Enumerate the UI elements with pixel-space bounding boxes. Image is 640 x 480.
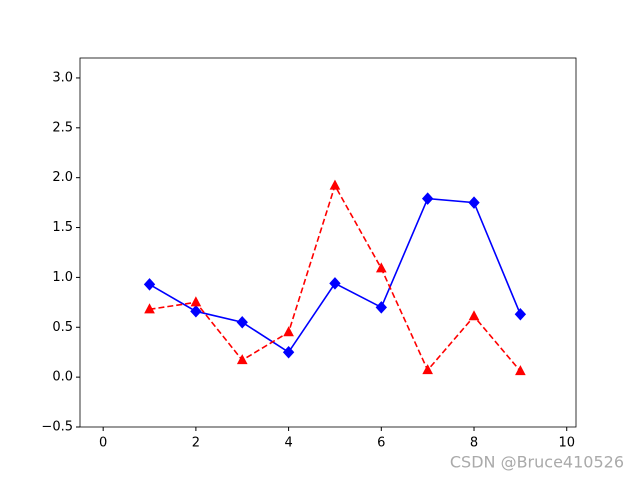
point — [283, 326, 294, 337]
point — [190, 296, 202, 307]
x-tick-label: 4 — [284, 436, 292, 451]
y-tick-label: 1.0 — [52, 270, 73, 285]
series-line — [149, 197, 522, 354]
point — [143, 278, 156, 291]
x-tick-label: 0 — [99, 436, 107, 451]
y-tick-label: 2.5 — [52, 120, 73, 135]
point — [282, 345, 295, 359]
x-tick-label: 2 — [192, 436, 200, 451]
y-tick-label: −0.5 — [41, 420, 73, 435]
y-tick-label: 2.0 — [52, 170, 73, 185]
x-tick-label: 8 — [470, 436, 478, 451]
point — [468, 196, 480, 209]
point — [236, 316, 248, 329]
point — [329, 179, 341, 190]
watermark: CSDN @Bruce410526 — [450, 453, 624, 472]
x-tick-label: 10 — [558, 436, 575, 451]
point — [422, 364, 433, 375]
y-tick-label: 1.5 — [52, 220, 73, 235]
y-tick-label: 0.5 — [52, 320, 73, 335]
point — [236, 354, 248, 365]
point — [329, 277, 341, 290]
point — [375, 262, 387, 273]
y-tick-label: 0.0 — [52, 370, 73, 385]
point — [421, 192, 434, 205]
point — [375, 301, 387, 314]
plot-frame — [79, 57, 577, 428]
point — [190, 305, 202, 318]
x-tick-label: 6 — [377, 436, 385, 451]
point — [515, 365, 526, 376]
y-tick-label: 3.0 — [52, 70, 73, 85]
point — [468, 310, 480, 321]
point — [514, 308, 527, 321]
point — [144, 303, 155, 314]
